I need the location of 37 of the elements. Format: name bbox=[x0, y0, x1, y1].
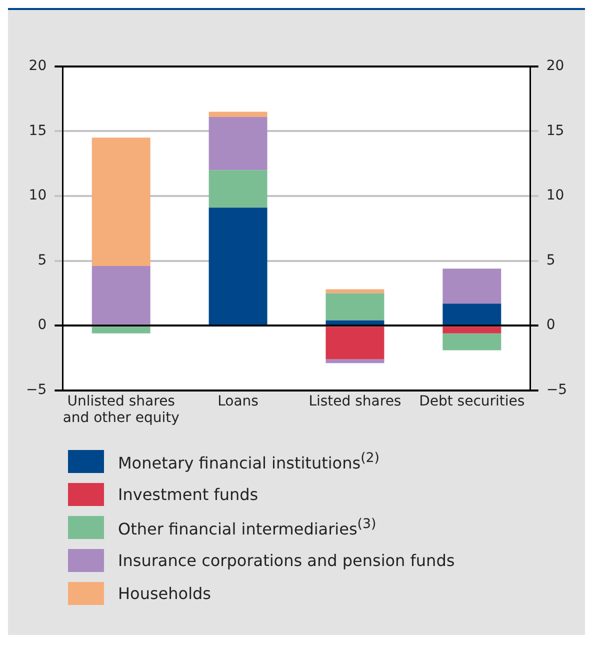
x-tick-label: Debt securities bbox=[419, 393, 525, 410]
y2-tick-label: −5 bbox=[546, 382, 568, 398]
bar bbox=[442, 326, 502, 334]
bar bbox=[208, 112, 268, 117]
y2-tick-label: 20 bbox=[546, 58, 564, 74]
bar bbox=[326, 326, 384, 360]
legend-label: Investment funds bbox=[118, 485, 258, 504]
bar bbox=[442, 268, 502, 304]
y-tick-label: 0 bbox=[38, 317, 47, 334]
x-tick-label: Listed shares bbox=[308, 393, 402, 410]
legend-label: Insurance corporations and pension funds bbox=[118, 551, 455, 570]
y2-tick-label: 5 bbox=[546, 252, 556, 268]
bar bbox=[326, 293, 384, 320]
bar bbox=[326, 289, 384, 294]
x-tick-label: Unlisted shares and other equity bbox=[62, 393, 180, 426]
y-tick-label: −5 bbox=[26, 382, 47, 398]
legend-label: Other financial intermediaries$^{(3)}$ bbox=[118, 516, 376, 538]
bar bbox=[326, 320, 384, 325]
y2-tick-label: 15 bbox=[546, 122, 564, 139]
legend-label: Monetary financial institutions$^{(2)}$ bbox=[118, 450, 380, 472]
bar bbox=[442, 304, 502, 325]
y-tick-label: 5 bbox=[38, 252, 47, 268]
bar bbox=[92, 266, 150, 325]
x-tick-label: Loans bbox=[218, 393, 258, 410]
y-tick-label: 20 bbox=[28, 58, 47, 74]
bar bbox=[92, 326, 150, 334]
bar bbox=[208, 170, 268, 208]
bar bbox=[208, 116, 268, 170]
y-tick-label: 10 bbox=[28, 188, 47, 204]
bar bbox=[92, 138, 150, 266]
bar bbox=[208, 208, 268, 325]
y2-tick-label: 10 bbox=[546, 188, 564, 204]
y2-tick-label: 0 bbox=[546, 317, 556, 334]
bar bbox=[442, 333, 502, 350]
legend-label: Households bbox=[118, 584, 212, 603]
bar bbox=[326, 359, 384, 364]
y-tick-label: 15 bbox=[28, 122, 47, 139]
